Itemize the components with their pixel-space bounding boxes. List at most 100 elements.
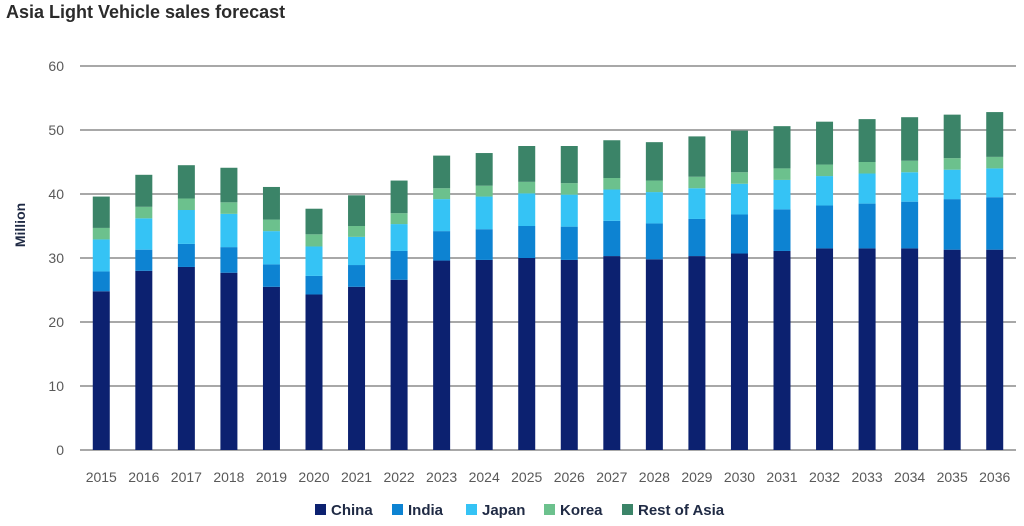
bar-segment-korea xyxy=(135,206,153,219)
x-tick-label: 2025 xyxy=(511,469,542,485)
bar-segment-korea xyxy=(92,227,110,240)
chart-title: Asia Light Vehicle sales forecast xyxy=(6,2,286,22)
bar-stack xyxy=(773,126,791,450)
bar-segment-korea xyxy=(730,172,748,184)
bar-segment-rest-of-asia xyxy=(262,186,280,220)
bar-segment-japan xyxy=(92,239,110,272)
bar-segment-rest-of-asia xyxy=(901,117,919,161)
bar-segment-china xyxy=(901,248,919,450)
bar-segment-rest-of-asia xyxy=(305,208,323,235)
bar-segment-rest-of-asia xyxy=(433,155,451,189)
bar-segment-india xyxy=(603,220,621,257)
bar-segment-india xyxy=(688,218,706,257)
x-tick-label: 2016 xyxy=(128,469,159,485)
bar-stack xyxy=(730,130,748,450)
bar-stack xyxy=(305,208,323,450)
bar-segment-rest-of-asia xyxy=(773,126,791,169)
bar-segment-rest-of-asia xyxy=(560,146,578,184)
bar-segment-japan xyxy=(433,199,451,232)
bar-stack xyxy=(688,136,706,450)
bar-segment-china xyxy=(390,279,408,450)
x-tick-label: 2019 xyxy=(256,469,287,485)
bar-segment-china xyxy=(645,259,663,450)
bar-segment-china xyxy=(433,260,451,450)
x-tick-label: 2021 xyxy=(341,469,372,485)
x-tick-label: 2028 xyxy=(639,469,670,485)
bar-segment-rest-of-asia xyxy=(816,121,834,165)
bar-segment-india xyxy=(220,247,238,273)
bar-segment-china xyxy=(688,256,706,450)
bar-segment-rest-of-asia xyxy=(475,153,493,186)
bar-segment-china xyxy=(220,272,238,450)
x-tick-label: 2027 xyxy=(596,469,627,485)
x-tick-label: 2020 xyxy=(298,469,329,485)
bar-segment-china xyxy=(858,248,876,450)
bar-stack xyxy=(986,112,1004,450)
bar-segment-rest-of-asia xyxy=(518,146,536,182)
y-tick-label: 0 xyxy=(56,442,64,458)
x-tick-label: 2031 xyxy=(766,469,797,485)
bar-segment-china xyxy=(177,266,195,450)
y-tick-label: 40 xyxy=(48,186,64,202)
bar-segment-korea xyxy=(220,202,238,214)
y-tick-label: 10 xyxy=(48,378,64,394)
bar-segment-china xyxy=(475,259,493,450)
legend-swatch xyxy=(315,504,326,515)
x-tick-labels: 2015 2016 2017 2018 2019 2020 2021 2022 2023 2024… xyxy=(86,469,1011,485)
bar-segment-korea xyxy=(177,198,195,210)
x-tick-label: 2033 xyxy=(852,469,883,485)
bar-segment-korea xyxy=(433,188,451,200)
bar-segment-rest-of-asia xyxy=(603,140,621,178)
bar-segment-japan xyxy=(177,210,195,244)
bar-segment-rest-of-asia xyxy=(645,142,663,181)
bar-segment-korea xyxy=(560,183,578,195)
bar-segment-china xyxy=(560,259,578,450)
bar-segment-japan xyxy=(603,189,621,221)
bar-segment-japan xyxy=(986,168,1004,198)
x-tick-label: 2035 xyxy=(937,469,968,485)
x-tick-label: 2026 xyxy=(554,469,585,485)
bar-segment-rest-of-asia xyxy=(858,119,876,162)
bar-segment-china xyxy=(348,286,366,450)
legend-swatch xyxy=(392,504,403,515)
x-tick-label: 2015 xyxy=(86,469,117,485)
x-tick-label: 2029 xyxy=(681,469,712,485)
bar-segment-india xyxy=(135,249,153,271)
legend: China India Japan Korea Rest of Asia xyxy=(315,502,725,519)
bar-segment-japan xyxy=(901,172,919,202)
bars xyxy=(92,112,1004,450)
bar-segment-japan xyxy=(262,231,280,265)
x-tick-label: 2017 xyxy=(171,469,202,485)
bar-segment-japan xyxy=(390,224,408,251)
bar-segment-japan xyxy=(773,179,791,210)
bar-stack xyxy=(177,165,195,450)
bar-stack xyxy=(645,142,663,450)
bar-stack xyxy=(92,196,110,450)
bar-segment-china xyxy=(773,250,791,450)
bar-segment-korea xyxy=(262,219,280,232)
y-tick-labels: 0 10 20 30 40 50 60 xyxy=(48,58,64,458)
bar-segment-india xyxy=(390,250,408,280)
bar-segment-korea xyxy=(816,164,834,177)
bar-stack xyxy=(475,153,493,450)
bar-segment-korea xyxy=(645,180,663,193)
legend-label: Rest of Asia xyxy=(638,502,725,519)
bar-segment-rest-of-asia xyxy=(688,136,706,177)
bar-stack xyxy=(135,174,153,450)
bar-segment-india xyxy=(816,205,834,249)
bar-stack xyxy=(901,117,919,450)
legend-swatch xyxy=(466,504,477,515)
bar-segment-korea xyxy=(688,176,706,189)
x-tick-label: 2034 xyxy=(894,469,925,485)
bar-segment-india xyxy=(92,271,110,292)
bar-segment-korea xyxy=(305,234,323,247)
legend-label: Korea xyxy=(560,502,603,519)
bar-stack xyxy=(943,114,961,450)
bar-segment-india xyxy=(262,264,280,287)
bar-stack xyxy=(603,140,621,450)
bar-segment-china xyxy=(518,258,536,450)
bar-stack xyxy=(816,121,834,450)
bar-segment-korea xyxy=(986,156,1004,169)
bar-segment-japan xyxy=(943,169,961,200)
